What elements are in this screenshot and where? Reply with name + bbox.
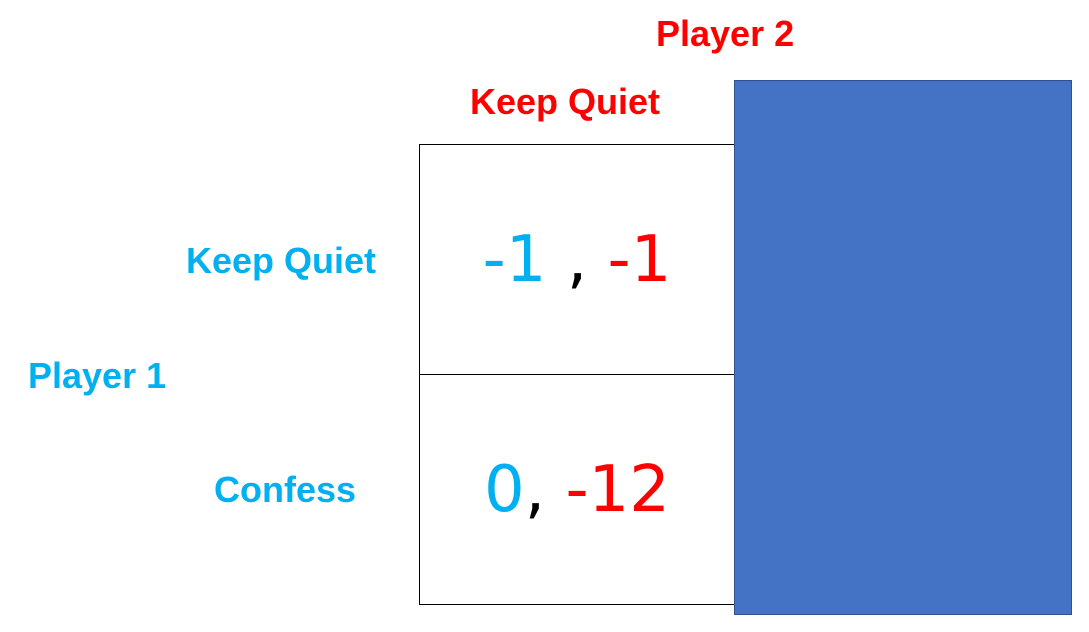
payoff-pair: -1 , -1 xyxy=(483,228,672,292)
payoff-separator: , xyxy=(524,452,566,527)
player-2-title: Player 2 xyxy=(656,13,795,54)
player-1-title: Player 1 xyxy=(28,355,167,396)
player-1-payoff: -1 xyxy=(482,222,547,297)
player-1-payoff: 0 xyxy=(484,452,525,527)
player-1-strategy-keep-quiet: Keep Quiet xyxy=(186,240,377,281)
player-2-payoff: -12 xyxy=(565,452,670,527)
cover-rectangle xyxy=(734,80,1072,615)
player-1-strategy-confess: Confess xyxy=(214,469,357,510)
player-2-strategy-keep-quiet: Keep Quiet xyxy=(470,81,661,122)
payoff-cell-confess-keep-quiet: 0, -12 xyxy=(419,374,735,605)
payoff-pair: 0, -12 xyxy=(484,458,670,522)
payoff-separator: , xyxy=(546,222,608,297)
payoff-cell-keep-quiet-keep-quiet: -1 , -1 xyxy=(419,144,735,375)
player-2-payoff: -1 xyxy=(607,222,672,297)
